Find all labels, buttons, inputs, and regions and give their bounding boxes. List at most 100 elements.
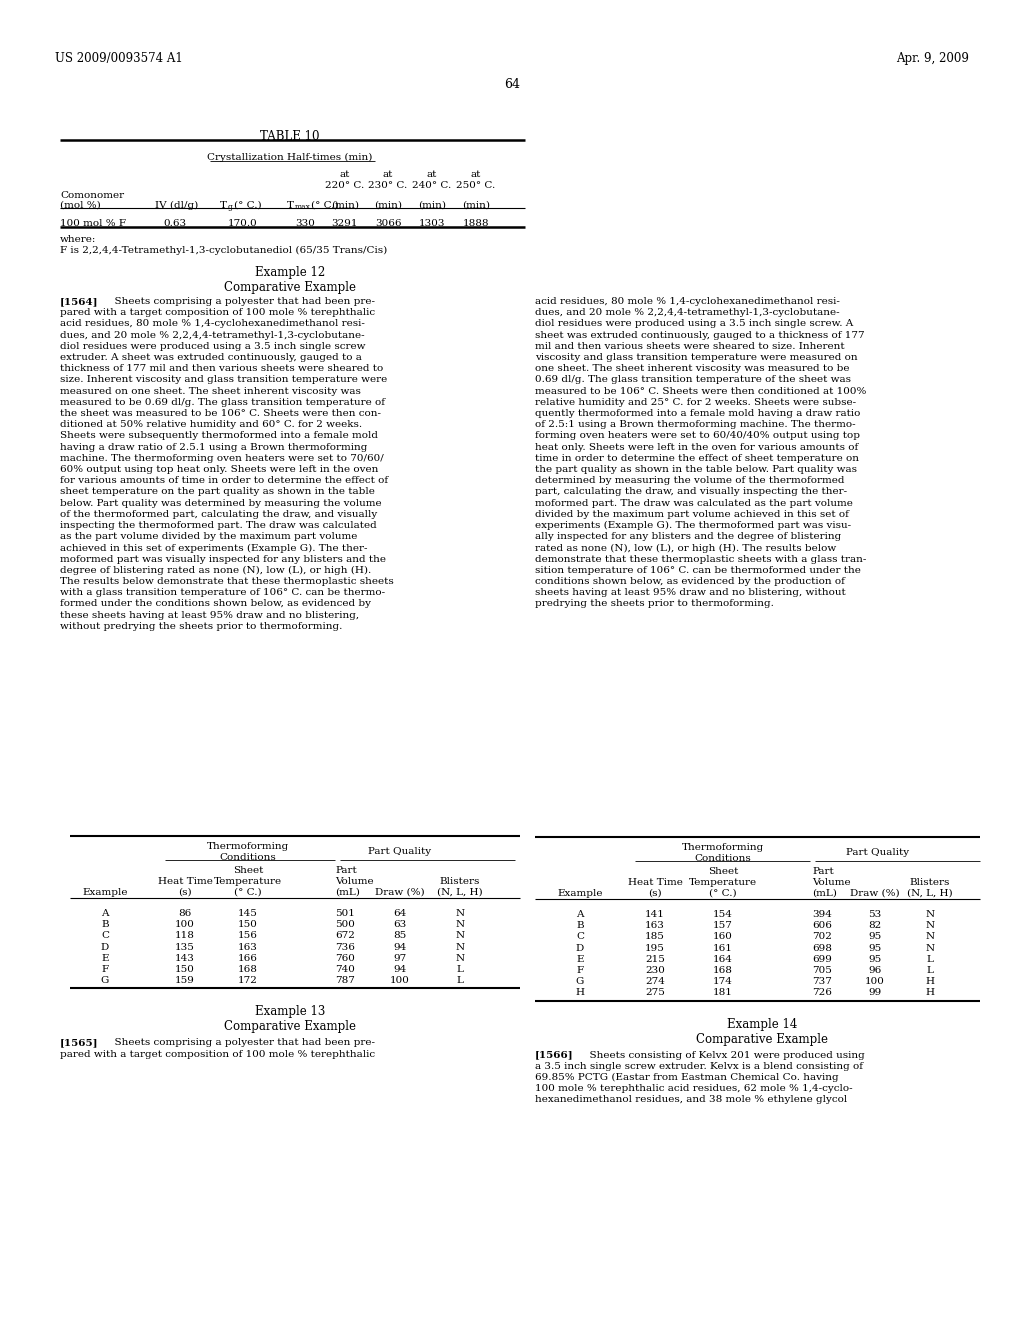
Text: T: T xyxy=(220,201,227,210)
Text: 0.69 dl/g. The glass transition temperature of the sheet was: 0.69 dl/g. The glass transition temperat… xyxy=(535,375,851,384)
Text: 63: 63 xyxy=(393,920,407,929)
Text: Example 14: Example 14 xyxy=(727,1018,798,1031)
Text: 740: 740 xyxy=(335,965,355,974)
Text: A: A xyxy=(101,909,109,917)
Text: the part quality as shown in the table below. Part quality was: the part quality as shown in the table b… xyxy=(535,465,857,474)
Text: of the thermoformed part, calculating the draw, and visually: of the thermoformed part, calculating th… xyxy=(60,510,377,519)
Text: 95: 95 xyxy=(868,944,882,953)
Text: Conditions: Conditions xyxy=(219,853,276,862)
Text: H: H xyxy=(926,989,935,998)
Text: 672: 672 xyxy=(335,932,355,940)
Text: Part: Part xyxy=(812,867,834,876)
Text: Example 13: Example 13 xyxy=(255,1006,326,1019)
Text: conditions shown below, as evidenced by the production of: conditions shown below, as evidenced by … xyxy=(535,577,845,586)
Text: B: B xyxy=(101,920,109,929)
Text: 100: 100 xyxy=(175,920,195,929)
Text: B: B xyxy=(577,921,584,931)
Text: 143: 143 xyxy=(175,954,195,962)
Text: Sheets consisting of Kelvx 201 were produced using: Sheets consisting of Kelvx 201 were prod… xyxy=(583,1051,864,1060)
Text: G: G xyxy=(575,977,584,986)
Text: 145: 145 xyxy=(238,909,258,917)
Text: 220° C.: 220° C. xyxy=(326,181,365,190)
Text: N: N xyxy=(926,909,935,919)
Text: [1564]: [1564] xyxy=(60,297,98,306)
Text: 64: 64 xyxy=(393,909,407,917)
Text: (N, L, H): (N, L, H) xyxy=(437,888,482,898)
Text: L: L xyxy=(457,965,464,974)
Text: Blisters: Blisters xyxy=(440,876,480,886)
Text: where:: where: xyxy=(60,235,96,244)
Text: with a glass transition temperature of 106° C. can be thermo-: with a glass transition temperature of 1… xyxy=(60,589,385,597)
Text: 705: 705 xyxy=(812,966,831,975)
Text: rated as none (N), low (L), or high (H). The results below: rated as none (N), low (L), or high (H).… xyxy=(535,544,837,553)
Text: Heat Time: Heat Time xyxy=(158,876,212,886)
Text: 64: 64 xyxy=(504,78,520,91)
Text: predrying the sheets prior to thermoforming.: predrying the sheets prior to thermoform… xyxy=(535,599,774,609)
Text: g: g xyxy=(228,203,232,211)
Text: 195: 195 xyxy=(645,944,665,953)
Text: 699: 699 xyxy=(812,954,831,964)
Text: moformed part. The draw was calculated as the part volume: moformed part. The draw was calculated a… xyxy=(535,499,853,508)
Text: 100: 100 xyxy=(865,977,885,986)
Text: 250° C.: 250° C. xyxy=(457,181,496,190)
Text: C: C xyxy=(101,932,109,940)
Text: F is 2,2,4,4-Tetramethyl-1,3-cyclobutanediol (65/35 Trans/Cis): F is 2,2,4,4-Tetramethyl-1,3-cyclobutane… xyxy=(60,246,387,255)
Text: G: G xyxy=(100,977,110,985)
Text: US 2009/0093574 A1: US 2009/0093574 A1 xyxy=(55,51,182,65)
Text: 702: 702 xyxy=(812,932,831,941)
Text: 150: 150 xyxy=(175,965,195,974)
Text: inspecting the thermoformed part. The draw was calculated: inspecting the thermoformed part. The dr… xyxy=(60,521,377,531)
Text: formed under the conditions shown below, as evidenced by: formed under the conditions shown below,… xyxy=(60,599,371,609)
Text: at: at xyxy=(340,170,350,180)
Text: TABLE 10: TABLE 10 xyxy=(260,129,319,143)
Text: experiments (Example G). The thermoformed part was visu-: experiments (Example G). The thermoforme… xyxy=(535,521,851,531)
Text: Crystallization Half-times (min): Crystallization Half-times (min) xyxy=(207,153,373,162)
Text: F: F xyxy=(577,966,584,975)
Text: 99: 99 xyxy=(868,989,882,998)
Text: D: D xyxy=(101,942,110,952)
Text: 168: 168 xyxy=(238,965,258,974)
Text: Comparative Example: Comparative Example xyxy=(224,1020,356,1034)
Text: (min): (min) xyxy=(462,201,490,210)
Text: sition temperature of 106° C. can be thermoformed under the: sition temperature of 106° C. can be the… xyxy=(535,566,861,574)
Text: N: N xyxy=(456,932,465,940)
Text: H: H xyxy=(926,977,935,986)
Text: Part Quality: Part Quality xyxy=(847,847,909,857)
Text: 174: 174 xyxy=(713,977,733,986)
Text: these sheets having at least 95% draw and no blistering,: these sheets having at least 95% draw an… xyxy=(60,611,359,619)
Text: 181: 181 xyxy=(713,989,733,998)
Text: Thermoforming: Thermoforming xyxy=(207,842,289,851)
Text: measured to be 0.69 dl/g. The glass transition temperature of: measured to be 0.69 dl/g. The glass tran… xyxy=(60,397,385,407)
Text: 85: 85 xyxy=(393,932,407,940)
Text: 166: 166 xyxy=(238,954,258,962)
Text: 500: 500 xyxy=(335,920,355,929)
Text: size. Inherent viscosity and glass transition temperature were: size. Inherent viscosity and glass trans… xyxy=(60,375,387,384)
Text: thickness of 177 mil and then various sheets were sheared to: thickness of 177 mil and then various sh… xyxy=(60,364,383,374)
Text: 698: 698 xyxy=(812,944,831,953)
Text: below. Part quality was determined by measuring the volume: below. Part quality was determined by me… xyxy=(60,499,382,508)
Text: 274: 274 xyxy=(645,977,665,986)
Text: ally inspected for any blisters and the degree of blistering: ally inspected for any blisters and the … xyxy=(535,532,842,541)
Text: L: L xyxy=(457,977,464,985)
Text: 3066: 3066 xyxy=(375,219,401,228)
Text: 726: 726 xyxy=(812,989,831,998)
Text: (min): (min) xyxy=(374,201,402,210)
Text: Sheet: Sheet xyxy=(232,866,263,875)
Text: 97: 97 xyxy=(393,954,407,962)
Text: Example 12: Example 12 xyxy=(255,267,326,279)
Text: 60% output using top heat only. Sheets were left in the oven: 60% output using top heat only. Sheets w… xyxy=(60,465,379,474)
Text: 185: 185 xyxy=(645,932,665,941)
Text: sheet temperature on the part quality as shown in the table: sheet temperature on the part quality as… xyxy=(60,487,375,496)
Text: (s): (s) xyxy=(178,888,191,898)
Text: L: L xyxy=(927,954,934,964)
Text: determined by measuring the volume of the thermoformed: determined by measuring the volume of th… xyxy=(535,477,845,486)
Text: Thermoforming: Thermoforming xyxy=(682,843,764,851)
Text: N: N xyxy=(456,909,465,917)
Text: Example: Example xyxy=(82,888,128,898)
Text: F: F xyxy=(101,965,109,974)
Text: 0.63: 0.63 xyxy=(163,219,186,228)
Text: Example: Example xyxy=(557,888,603,898)
Text: degree of blistering rated as none (N), low (L), or high (H).: degree of blistering rated as none (N), … xyxy=(60,566,372,576)
Text: N: N xyxy=(456,920,465,929)
Text: (mL): (mL) xyxy=(335,888,359,898)
